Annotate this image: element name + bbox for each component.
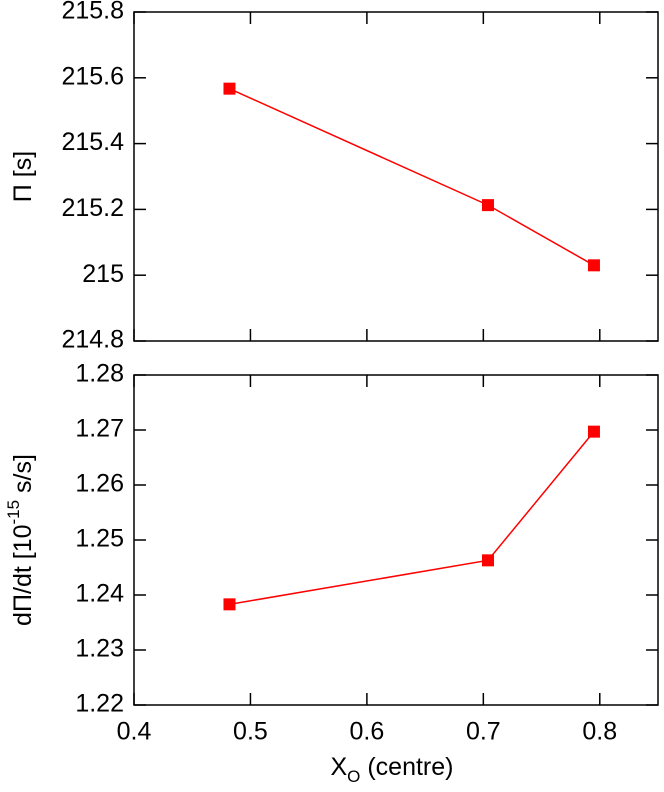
x-axis-label-part: X — [330, 753, 347, 781]
y-tick-label: 214.8 — [61, 326, 124, 354]
y-tick-label: 1.22 — [75, 690, 124, 718]
data-point — [481, 199, 494, 212]
data-line — [229, 431, 595, 606]
y-tick-label: 1.27 — [75, 415, 124, 443]
x-axis-label-part: (centre) — [360, 753, 453, 781]
x-tick-label: 0.8 — [582, 718, 617, 746]
plot-frame — [133, 374, 659, 706]
x-axis-label: XO (centre) — [330, 753, 453, 786]
y-axis-label-part: dΠ/dt [10 — [9, 524, 37, 625]
y-tick-label: 1.28 — [75, 360, 124, 388]
data-point — [223, 598, 236, 611]
y-tick-label: 215.4 — [61, 128, 124, 156]
data-point — [223, 82, 236, 95]
plot-frame — [133, 11, 659, 342]
y-tick-label: 1.24 — [75, 580, 124, 608]
y-axis-label: dΠ/dt [10-15 s/s] — [4, 454, 37, 626]
y-tick-label: 1.26 — [75, 470, 124, 498]
x-tick-label: 0.7 — [466, 718, 501, 746]
y-tick-label: 215.8 — [61, 0, 124, 25]
y-tick-label: 1.25 — [75, 525, 124, 553]
y-tick-label: 215.2 — [61, 194, 124, 222]
y-axis-label-part: s/s] — [9, 454, 37, 500]
data-line — [229, 87, 595, 266]
y-axis-label-part: -15 — [4, 500, 23, 525]
y-axis-label: Π [s] — [9, 151, 37, 202]
data-point — [587, 259, 600, 272]
data-point — [481, 554, 494, 567]
x-tick-label: 0.4 — [117, 718, 152, 746]
x-tick-label: 0.5 — [233, 718, 268, 746]
y-tick-label: 1.23 — [75, 635, 124, 663]
y-axis-label-part: Π [s] — [9, 151, 37, 202]
x-axis-label-part: O — [347, 767, 360, 786]
y-tick-label: 215.6 — [61, 62, 124, 90]
y-tick-label: 215 — [82, 260, 124, 288]
data-point — [587, 425, 600, 438]
x-tick-label: 0.6 — [350, 718, 385, 746]
